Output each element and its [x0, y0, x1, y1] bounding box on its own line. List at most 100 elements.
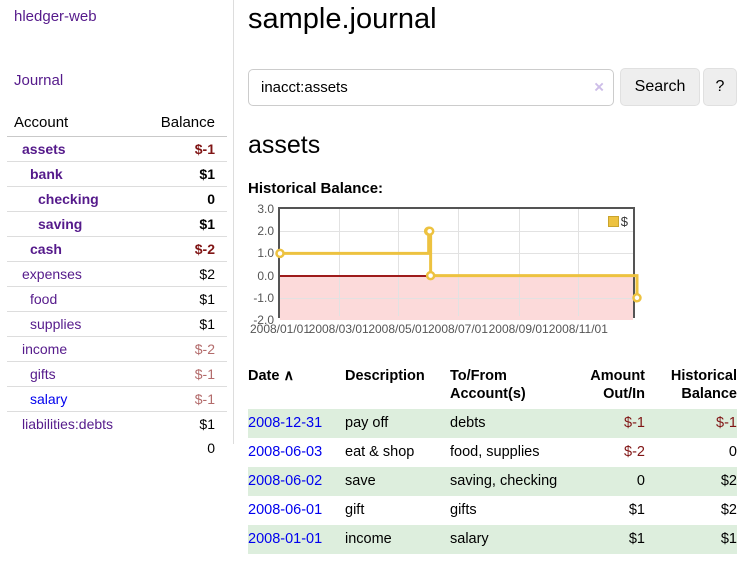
accounts-total-spacer	[7, 436, 142, 460]
transaction-accounts: saving, checking	[450, 473, 558, 489]
transaction-date-cell: 2008-12-31	[248, 409, 345, 438]
y-axis-tick-label: 1.0	[257, 246, 274, 261]
clear-search-icon[interactable]: ×	[594, 77, 604, 97]
app-title-link[interactable]: hledger-web	[14, 8, 97, 25]
y-axis-tick-label: 2.0	[257, 224, 274, 239]
x-axis-tick-label: 2008/01/01	[249, 322, 311, 336]
account-balance: $-2	[194, 341, 215, 357]
account-heading: assets	[248, 131, 321, 159]
column-header-accounts: To/From Account(s)	[450, 368, 526, 402]
chart-legend: $	[605, 213, 630, 230]
gridline	[398, 209, 400, 316]
account-link[interactable]: income	[22, 341, 68, 357]
transaction-date-link[interactable]: 2008-01-01	[248, 531, 323, 547]
transaction-row: 2008-06-02 save saving, checking 0 $2	[248, 467, 737, 496]
search-button[interactable]: Search	[620, 68, 700, 106]
account-name-cell: assets	[7, 137, 142, 162]
account-link[interactable]: supplies	[30, 316, 82, 332]
account-name-cell: checking	[7, 187, 142, 212]
account-row: checking 0	[7, 186, 227, 212]
accounts-table: Account Balance assets $-1 bank $1 checking 0…	[7, 110, 227, 460]
account-row: supplies $1	[7, 311, 227, 337]
x-axis-tick-label: 2008/05/01	[368, 322, 429, 336]
sidebar-item-journal[interactable]: Journal	[14, 72, 64, 89]
x-axis-tick-label: 2008/09/01	[488, 322, 549, 336]
transaction-row: 2008-12-31 pay off debts $-1 $-1	[248, 409, 737, 438]
account-link[interactable]: cash	[30, 241, 62, 257]
transaction-amount: $-2	[624, 444, 645, 460]
transaction-balance: $2	[720, 502, 737, 518]
data-point-marker	[632, 293, 642, 303]
account-link[interactable]: gifts	[30, 366, 56, 382]
transaction-amount: $1	[628, 502, 645, 518]
account-link[interactable]: saving	[38, 216, 83, 232]
transaction-date-link[interactable]: 2008-06-01	[248, 502, 323, 518]
transaction-date-cell: 2008-01-01	[248, 525, 345, 554]
account-balance: $1	[199, 316, 215, 332]
search-input[interactable]	[248, 68, 614, 106]
y-axis-tick-label: -1.0	[253, 290, 274, 305]
date-header-label: Date	[248, 368, 280, 384]
account-link[interactable]: bank	[30, 166, 63, 182]
account-link[interactable]: food	[30, 291, 58, 307]
account-row: food $1	[7, 286, 227, 312]
transaction-date-link[interactable]: 2008-12-31	[248, 415, 323, 431]
data-point-marker	[425, 270, 436, 281]
x-axis-tick-label: 2008/07/01	[427, 322, 489, 336]
account-name-cell: expenses	[7, 262, 142, 287]
account-link[interactable]: expenses	[22, 266, 82, 282]
gridline	[280, 297, 633, 299]
account-balance: $2	[199, 266, 215, 282]
transactions-table: Date ∧ Description To/From Account(s) Amo…	[248, 363, 737, 554]
transactions-header-row: Date ∧ Description To/From Account(s) Amo…	[248, 363, 737, 409]
legend-swatch-icon	[607, 216, 619, 227]
transaction-date-link[interactable]: 2008-06-02	[248, 473, 323, 489]
account-name-cell: saving	[7, 212, 142, 237]
column-header-date[interactable]: Date ∧	[248, 363, 345, 409]
account-link[interactable]: assets	[22, 141, 66, 157]
account-name-cell: income	[7, 337, 142, 362]
account-name-cell: gifts	[7, 362, 142, 387]
account-balance: $1	[199, 416, 215, 432]
transaction-accounts: debts	[450, 415, 486, 431]
transaction-row: 2008-06-03 eat & shop food, supplies $-2 0	[248, 438, 737, 467]
accounts-header-balance: Balance	[160, 114, 215, 131]
account-row: cash $-2	[7, 236, 227, 262]
account-balance: $1	[199, 216, 215, 232]
account-balance: $-1	[194, 366, 215, 382]
transaction-description: pay off	[345, 415, 389, 431]
transaction-description: eat & shop	[345, 444, 415, 460]
transaction-description: save	[345, 473, 376, 489]
column-header-balance: Historical Balance	[670, 368, 737, 402]
historical-balance-chart: 3.0 2.0 1.0 0.0 -1.0 -2.0 $ 2008/01/01 2008/03…	[248, 202, 737, 341]
help-button[interactable]: ?	[703, 68, 737, 106]
x-axis-tick-label: 2008/11/01	[548, 322, 608, 336]
gridline	[578, 209, 580, 316]
search-input-wrap: ×	[248, 68, 614, 106]
search-form: × Search ?	[248, 68, 737, 106]
transaction-balance: $1	[720, 531, 737, 547]
transaction-accounts: gifts	[450, 502, 477, 518]
main-content: sample.journal × Search ? assets Histori…	[248, 0, 737, 554]
transaction-date-link[interactable]: 2008-06-03	[248, 444, 323, 460]
account-link[interactable]: salary	[30, 391, 68, 407]
y-axis-tick-label: 3.0	[257, 202, 274, 216]
account-balance: $-1	[194, 141, 215, 157]
account-name-cell: supplies	[7, 312, 142, 337]
account-name-cell: bank	[7, 162, 142, 187]
account-balance: $1	[199, 166, 215, 182]
y-axis-tick-label: 0.0	[257, 268, 274, 283]
accounts-header-account: Account	[14, 114, 69, 131]
chart-title: Historical Balance:	[248, 180, 384, 197]
sidebar: hledger-web Journal Account Balance asse…	[0, 0, 234, 456]
account-name-cell: cash	[7, 237, 142, 262]
account-link[interactable]: liabilities:debts	[22, 416, 114, 432]
transaction-row: 2008-01-01 income salary $1 $1	[248, 525, 737, 554]
y-axis-tick-label: -2.0	[253, 313, 274, 327]
account-row: gifts $-1	[7, 361, 227, 387]
account-row: assets $-1	[7, 137, 227, 162]
balance-step-line	[275, 226, 642, 303]
account-link[interactable]: checking	[38, 191, 99, 207]
column-header-description: Description	[345, 368, 425, 384]
chart-y-axis: 3.0 2.0 1.0 0.0 -1.0 -2.0	[248, 202, 274, 327]
